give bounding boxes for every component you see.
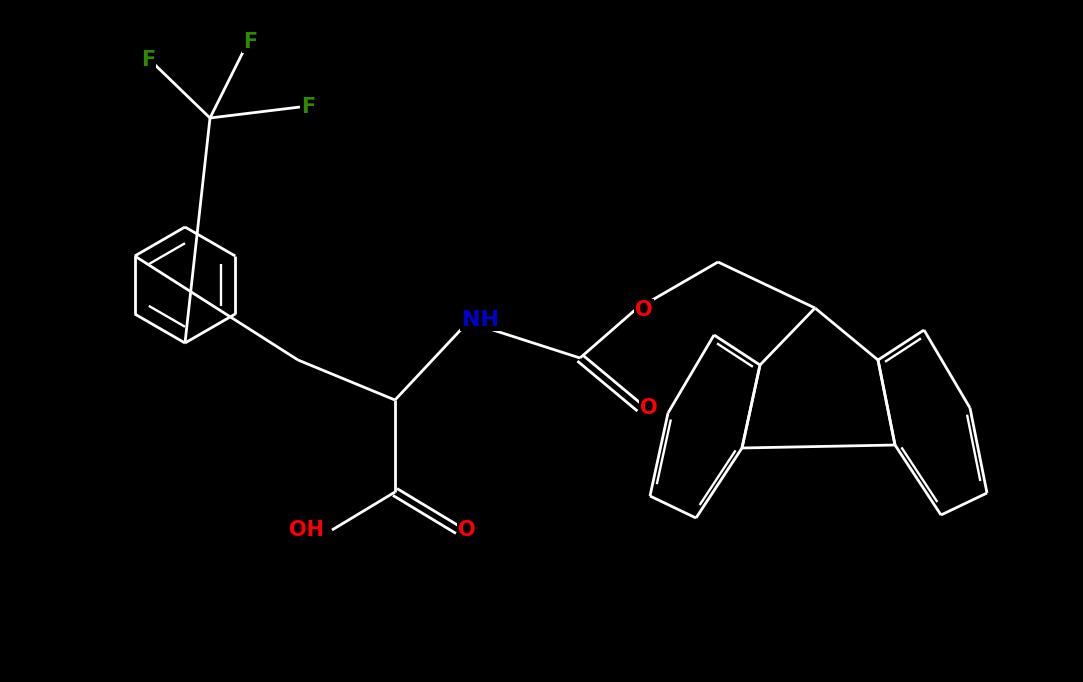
Text: OH: OH (289, 520, 324, 540)
Text: O: O (458, 520, 475, 540)
Text: F: F (301, 97, 315, 117)
Text: O: O (636, 300, 653, 320)
Text: O: O (640, 398, 657, 418)
Text: F: F (141, 50, 155, 70)
Text: NH: NH (461, 310, 498, 330)
Text: F: F (243, 32, 257, 52)
